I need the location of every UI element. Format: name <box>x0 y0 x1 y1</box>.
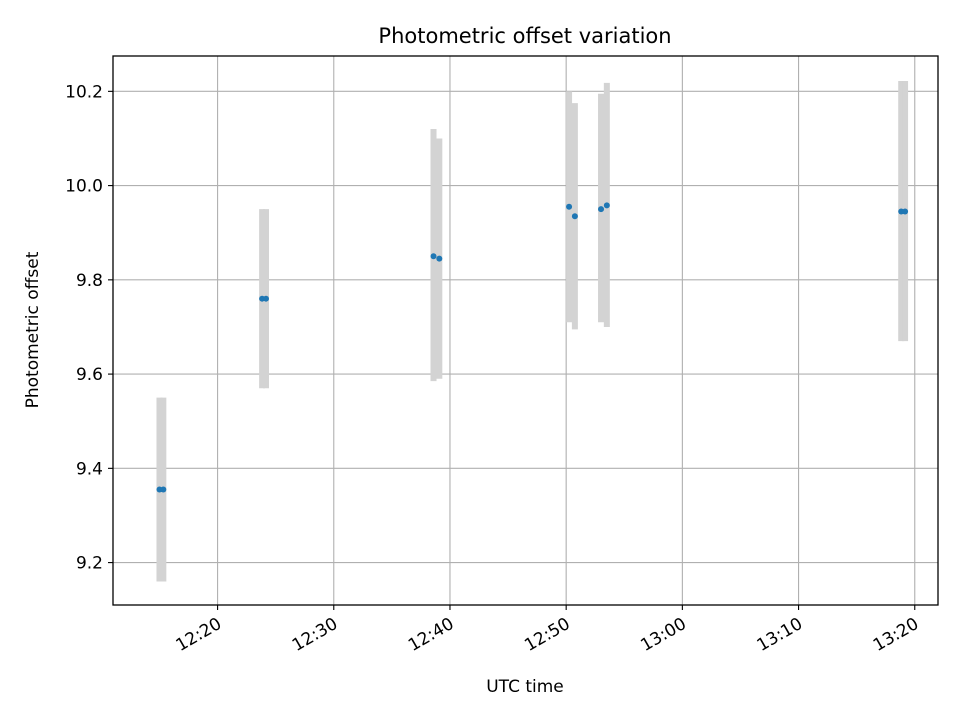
y-tick-label: 9.4 <box>76 459 103 479</box>
x-tick-label: 12:50 <box>521 614 573 656</box>
grid-lines <box>113 56 938 605</box>
data-point <box>566 203 573 210</box>
data-point <box>598 206 605 213</box>
data-point <box>436 255 443 262</box>
y-tick-label: 9.2 <box>76 554 103 574</box>
x-tick-label: 13:20 <box>870 614 922 656</box>
data-point <box>160 486 167 493</box>
data-point <box>603 202 610 209</box>
y-tick-label: 9.8 <box>76 271 103 291</box>
y-tick-label: 9.6 <box>76 365 103 385</box>
data-point <box>262 295 269 302</box>
data-point <box>430 253 437 260</box>
y-axis-label: Photometric offset <box>23 251 43 408</box>
x-axis-label: UTC time <box>486 677 564 697</box>
x-tick-label: 12:40 <box>405 614 457 656</box>
x-tick-label: 12:30 <box>289 614 341 656</box>
plot-frame <box>112 55 939 606</box>
x-tick-label: 12:20 <box>173 614 225 656</box>
y-axis-ticks: 9.2 9.4 9.6 9.8 10.0 10.2 <box>65 82 113 574</box>
y-tick-label: 10.2 <box>65 82 103 102</box>
x-tick-label: 13:00 <box>637 614 689 656</box>
data-point <box>571 213 578 220</box>
data-point <box>902 208 909 215</box>
chart-title: Photometric offset variation <box>378 24 671 48</box>
error-bars <box>156 80 909 582</box>
y-tick-label: 10.0 <box>65 177 103 197</box>
x-axis-ticks: 12:20 12:30 12:40 12:50 13:00 13:10 13:20 <box>173 605 922 656</box>
x-tick-label: 13:10 <box>754 614 806 656</box>
data-points <box>156 202 909 493</box>
